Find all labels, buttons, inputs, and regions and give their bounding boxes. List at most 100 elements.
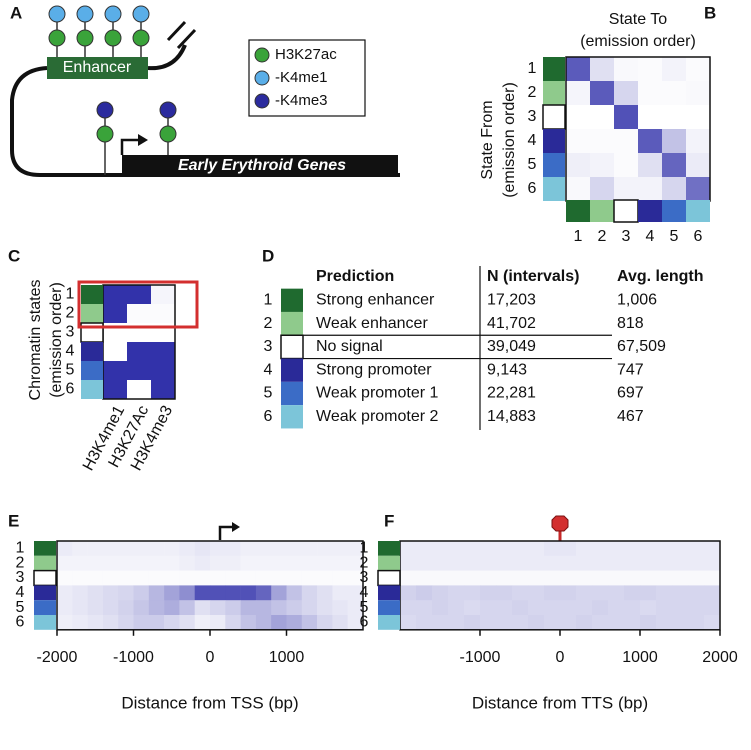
- heat-cell: [614, 129, 639, 154]
- heat-cell: [332, 555, 348, 571]
- panel-label: B: [704, 3, 716, 22]
- heat-cell: [225, 555, 241, 571]
- heat-cell: [118, 555, 134, 571]
- heat-cell: [332, 615, 348, 631]
- heat-cell: [528, 600, 545, 616]
- heat-cell: [72, 615, 88, 631]
- heat-cell: [624, 541, 641, 557]
- state-swatch: [81, 380, 103, 399]
- heat-cell: [118, 585, 134, 601]
- heat-cell: [608, 570, 625, 586]
- heat-cell: [210, 600, 226, 616]
- heat-cell: [194, 615, 211, 631]
- heat-cell: [240, 585, 257, 601]
- state-swatch: [662, 200, 686, 222]
- heat-cell: [686, 177, 711, 202]
- heat-cell: [544, 541, 561, 557]
- state-label: 1: [16, 540, 25, 557]
- table-cell: 697: [617, 385, 644, 402]
- heat-cell: [614, 57, 639, 82]
- heat-cell: [127, 342, 152, 362]
- heat-cell: [480, 615, 497, 631]
- heat-cell: [432, 555, 449, 571]
- state-label: 5: [670, 228, 679, 245]
- heat-cell: [614, 81, 639, 106]
- heat-cell: [72, 541, 88, 557]
- table-header: Avg. length: [617, 268, 704, 285]
- heat-cell: [127, 304, 152, 324]
- state-label: 3: [622, 228, 631, 245]
- heat-cell: [400, 555, 417, 571]
- heat-cell: [210, 585, 226, 601]
- tts-stop: [551, 515, 569, 532]
- heat-cell: [151, 342, 176, 362]
- title: State To: [609, 11, 668, 28]
- heat-cell: [151, 285, 176, 305]
- heat-cell: [317, 600, 333, 616]
- heat-cell: [496, 555, 513, 571]
- state-label: 4: [66, 343, 75, 360]
- heat-cell: [686, 129, 711, 154]
- table-cell: 1,006: [617, 292, 657, 309]
- break: [166, 20, 197, 50]
- heat-cell: [576, 615, 593, 631]
- heat-cell: [103, 285, 128, 305]
- heat-cell: [432, 541, 449, 557]
- heat-cell: [87, 541, 104, 557]
- state-label: 6: [66, 381, 75, 398]
- state-label: 1: [574, 228, 583, 245]
- heat-cell: [480, 570, 497, 586]
- heat-cell: [656, 541, 673, 557]
- state-label: 5: [360, 599, 369, 616]
- state-label: 6: [528, 180, 537, 197]
- heat-cell: [87, 600, 104, 616]
- heat-cell: [638, 81, 663, 106]
- heat-cell: [118, 600, 134, 616]
- heat-cell: [286, 585, 303, 601]
- heat-cell: [286, 615, 303, 631]
- heat-cell: [102, 600, 119, 616]
- state-swatch: [281, 381, 303, 406]
- x-tick-label: 2000: [702, 649, 738, 666]
- heat-cell: [102, 585, 119, 601]
- heat-cell: [672, 615, 689, 631]
- heat-cell: [512, 555, 529, 571]
- heat-cell: [347, 541, 364, 557]
- heat-cell: [448, 600, 465, 616]
- state-label: 5: [264, 385, 273, 402]
- heat-cell: [544, 585, 561, 601]
- heat-cell: [151, 380, 176, 400]
- heat-cell: [480, 541, 497, 557]
- heat-cell: [57, 541, 73, 557]
- dna: [10, 66, 400, 177]
- title: (emission order): [580, 33, 696, 50]
- heat-cell: [590, 81, 615, 106]
- state-label: 2: [16, 554, 25, 571]
- heat-cell: [544, 615, 561, 631]
- heat-cell: [608, 600, 625, 616]
- heat-cell: [210, 570, 226, 586]
- heat-cell: [672, 555, 689, 571]
- heat-cell: [624, 570, 641, 586]
- legend-swatch: [254, 47, 270, 63]
- heat-cell: [133, 600, 150, 616]
- heat-cell: [225, 600, 241, 616]
- heat-cell: [179, 541, 195, 557]
- heat-cell: [592, 555, 609, 571]
- heat-cell: [127, 285, 152, 305]
- heat-cell: [87, 570, 104, 586]
- state-label: 1: [264, 292, 273, 309]
- state-label: 3: [66, 324, 75, 341]
- heat-cell: [638, 129, 663, 154]
- heat-cell: [560, 615, 577, 631]
- heat-cell: [102, 570, 119, 586]
- heat-cell: [464, 615, 481, 631]
- heat-cell: [87, 555, 104, 571]
- table-cell: Strong promoter: [316, 361, 432, 378]
- heat-cell: [512, 615, 529, 631]
- state-swatch: [378, 585, 400, 601]
- heat-cell: [240, 541, 257, 557]
- heat-cell: [332, 541, 348, 557]
- panel-label: C: [8, 246, 20, 265]
- heat-cell: [72, 585, 88, 601]
